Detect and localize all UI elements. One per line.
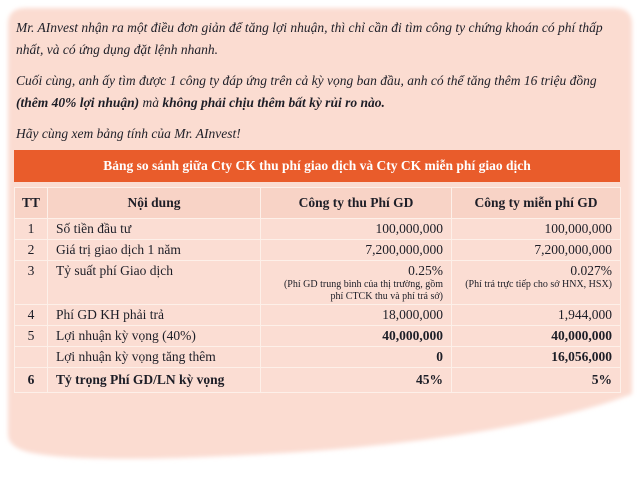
label-cell: Tỷ suất phí Giao dịch xyxy=(47,260,261,305)
free-company-cell: 1,944,000 xyxy=(451,304,621,326)
fee-rate-note: (Phí GD trung bình của thị trường, gồm p… xyxy=(283,279,443,302)
intro-paragraph-2: Cuối cùng, anh ấy tìm được 1 công ty đáp… xyxy=(16,70,624,114)
label-cell: Giá trị giao dịch 1 năm xyxy=(47,239,261,261)
free-company-cell: 5% xyxy=(451,367,621,393)
fee-company-cell: 45% xyxy=(260,367,452,393)
table-title-banner: Bảng so sánh giữa Cty CK thu phí giao dị… xyxy=(14,150,620,182)
table-row-3: 3 Tỷ suất phí Giao dịch 0.25% (Phí GD tr… xyxy=(14,260,621,305)
tt-cell xyxy=(14,346,48,368)
fee-company-cell: 40,000,000 xyxy=(260,325,452,347)
fee-company-cell: 7,200,000,000 xyxy=(260,239,452,261)
fee-company-cell: 0.25% (Phí GD trung bình của thị trường,… xyxy=(260,260,452,305)
comparison-table: TT Nội dung Công ty thu Phí GD Công ty m… xyxy=(14,187,621,393)
table-row-6: 6 Tỷ trọng Phí GD/LN kỳ vọng 45% 5% xyxy=(14,367,621,393)
free-company-cell: 16,056,000 xyxy=(451,346,621,368)
column-header-free-company: Công ty miễn phí GD xyxy=(451,187,621,219)
table-row-extra: Lợi nhuận kỳ vọng tăng thêm 0 16,056,000 xyxy=(14,346,621,368)
intro-paragraph-2-mid: mà xyxy=(139,95,163,110)
free-rate-note: (Phí trả trực tiếp cho sở HNX, HSX) xyxy=(465,279,612,290)
tt-cell: 5 xyxy=(14,325,48,347)
label-cell: Lợi nhuận kỳ vọng tăng thêm xyxy=(47,346,261,368)
intro-paragraph-3: Hãy cùng xem bảng tính của Mr. AInvest! xyxy=(16,123,624,145)
intro-paragraph-2-bold-risk: không phải chịu thêm bất kỳ rủi ro nào. xyxy=(162,95,385,110)
table-header-row: TT Nội dung Công ty thu Phí GD Công ty m… xyxy=(14,187,621,219)
intro-paragraph-2-bold-profit: (thêm 40% lợi nhuận) xyxy=(16,95,140,110)
intro-paragraph-2-lead: Cuối cùng, anh ấy tìm được 1 công ty đáp… xyxy=(16,73,597,88)
table-row-1: 1 Số tiền đầu tư 100,000,000 100,000,000 xyxy=(14,218,621,240)
column-header-tt: TT xyxy=(14,187,48,219)
label-cell: Tỷ trọng Phí GD/LN kỳ vọng xyxy=(47,367,261,393)
fee-rate-value: 0.25% xyxy=(408,263,443,278)
label-cell: Phí GD KH phải trả xyxy=(47,304,261,326)
table-row-2: 2 Giá trị giao dịch 1 năm 7,200,000,000 … xyxy=(14,239,621,261)
tt-cell: 4 xyxy=(14,304,48,326)
label-cell: Số tiền đầu tư xyxy=(47,218,261,240)
free-company-cell: 0.027% (Phí trả trực tiếp cho sở HNX, HS… xyxy=(451,260,621,305)
fee-company-cell: 0 xyxy=(260,346,452,368)
table-row-4: 4 Phí GD KH phải trả 18,000,000 1,944,00… xyxy=(14,304,621,326)
column-header-content: Nội dung xyxy=(47,187,261,219)
tt-cell: 1 xyxy=(14,218,48,240)
label-cell: Lợi nhuận kỳ vọng (40%) xyxy=(47,325,261,347)
document-content: Mr. AInvest nhận ra một điều đơn giản để… xyxy=(14,0,624,393)
tt-cell: 3 xyxy=(14,260,48,305)
tt-cell: 6 xyxy=(14,367,48,393)
free-company-cell: 7,200,000,000 xyxy=(451,239,621,261)
free-company-cell: 40,000,000 xyxy=(451,325,621,347)
table-row-5: 5 Lợi nhuận kỳ vọng (40%) 40,000,000 40,… xyxy=(14,325,621,347)
fee-company-cell: 100,000,000 xyxy=(260,218,452,240)
intro-paragraph-1-text: Mr. AInvest nhận ra một điều đơn giản để… xyxy=(16,20,603,57)
fee-company-cell: 18,000,000 xyxy=(260,304,452,326)
intro-paragraph-3-text: Hãy cùng xem bảng tính của Mr. AInvest! xyxy=(16,126,241,141)
free-company-cell: 100,000,000 xyxy=(451,218,621,240)
intro-paragraph-1: Mr. AInvest nhận ra một điều đơn giản để… xyxy=(16,0,624,61)
column-header-fee-company: Công ty thu Phí GD xyxy=(260,187,452,219)
free-rate-value: 0.027% xyxy=(570,263,612,278)
tt-cell: 2 xyxy=(14,239,48,261)
